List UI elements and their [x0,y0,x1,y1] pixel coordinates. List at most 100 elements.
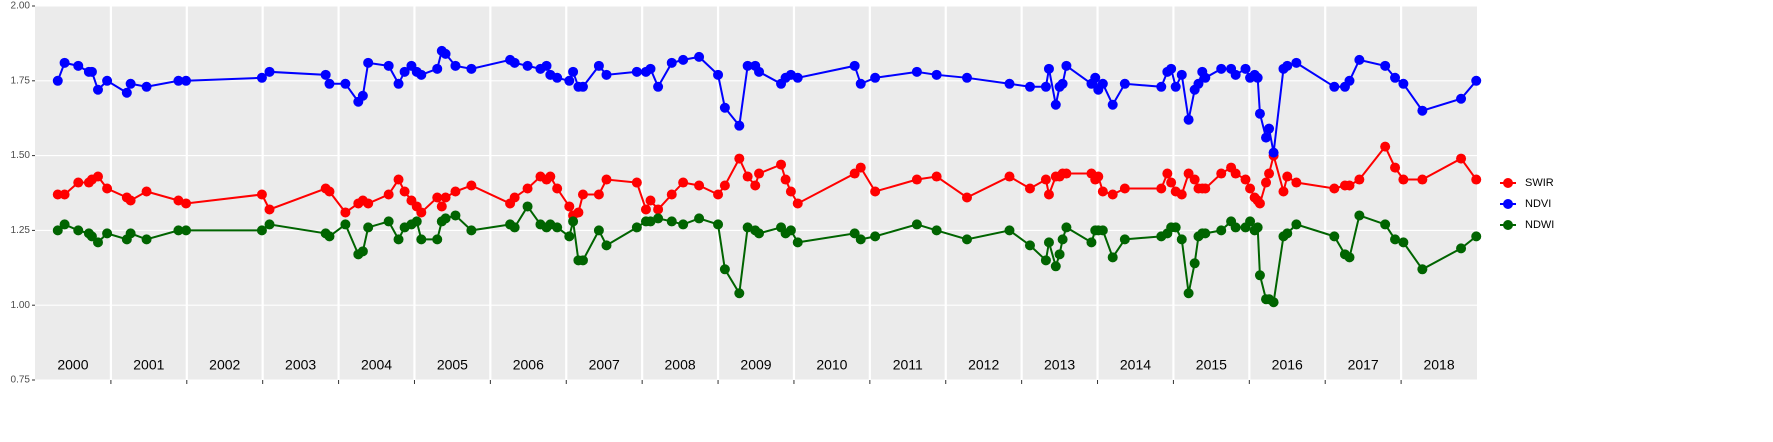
point [416,207,427,218]
point [1004,171,1015,182]
point [125,78,136,89]
point [1380,60,1391,71]
y-tick-label: 2.00 [11,1,31,12]
point [256,225,267,236]
point [383,189,394,200]
x-tick-label: 2016 [1272,357,1303,373]
point [440,213,451,224]
point [1193,78,1204,89]
point [363,222,374,233]
point [73,60,84,71]
point [931,225,942,236]
point [1344,252,1355,263]
point [870,186,881,197]
point [1354,174,1365,185]
point [1061,168,1072,179]
point [601,240,612,251]
point [719,102,730,113]
point [1200,183,1211,194]
point [92,171,103,182]
point [383,60,394,71]
point [1252,222,1263,233]
point [1390,234,1401,245]
x-tick-label: 2015 [1196,357,1227,373]
legend-label: NDVI [1525,198,1551,210]
point [792,237,803,248]
point [750,180,761,191]
point [125,228,136,239]
point [780,174,791,185]
point [1240,63,1251,74]
point [92,237,103,248]
point [855,234,866,245]
x-tick-label: 2007 [589,357,620,373]
x-tick-label: 2011 [893,357,923,373]
point [1329,183,1340,194]
point [961,192,972,203]
point [694,51,705,62]
point [52,189,63,200]
point [1040,81,1051,92]
point [363,57,374,68]
point [1050,99,1061,110]
point [792,198,803,209]
point [1230,168,1241,179]
point [694,180,705,191]
point [1282,60,1293,71]
point [785,225,796,236]
point [52,75,63,86]
point [911,66,922,77]
point [1417,264,1428,275]
y-tick-label: 1.75 [11,75,31,86]
point [173,195,184,206]
point [713,189,724,200]
point [568,66,579,77]
point [173,75,184,86]
point [631,222,642,233]
point [1040,174,1051,185]
point [1252,72,1263,83]
point [1254,108,1265,119]
point [593,225,604,236]
point [545,171,556,182]
point [653,204,664,215]
point [1380,141,1391,152]
point [102,183,113,194]
point [416,234,427,245]
point [383,216,394,227]
point [1176,69,1187,80]
point [776,159,787,170]
y-tick-label: 1.50 [11,150,31,161]
point [1024,240,1035,251]
point [785,186,796,197]
point [416,69,427,80]
point [1291,219,1302,230]
point [593,60,604,71]
point [181,75,192,86]
point [1040,255,1051,266]
point [564,75,575,86]
point [734,120,745,131]
point [754,228,765,239]
y-tick-label: 0.75 [11,375,31,386]
point [1456,243,1467,254]
point [432,234,443,245]
point [593,189,604,200]
point [1471,75,1482,86]
x-tick-label: 2008 [665,357,696,373]
point [1216,168,1227,179]
point [141,81,152,92]
point [961,72,972,83]
point [1097,78,1108,89]
point [645,195,656,206]
point [734,288,745,299]
point [849,60,860,71]
point [1471,231,1482,242]
point [1119,183,1130,194]
legend-marker [1503,199,1513,209]
point [713,219,724,230]
point [1230,222,1241,233]
point [466,180,477,191]
point [653,213,664,224]
